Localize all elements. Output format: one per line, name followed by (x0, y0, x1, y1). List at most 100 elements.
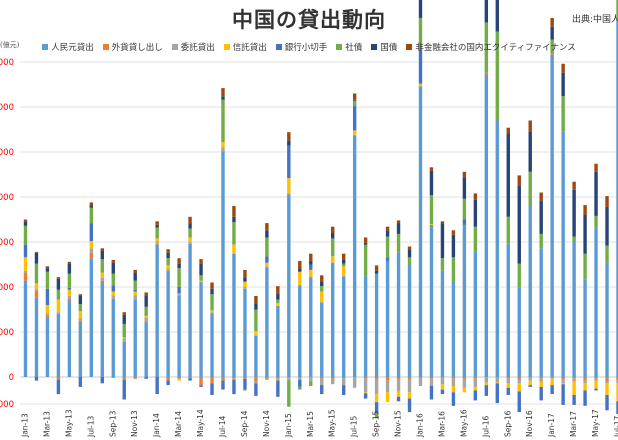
bar-segment (166, 265, 170, 269)
bar-segment (616, 377, 618, 381)
y-tick-label: 0 (9, 373, 14, 383)
bar-segment (429, 386, 434, 400)
bar-segment (254, 309, 258, 332)
bar-series (23, 0, 618, 419)
bar-segment (396, 223, 401, 234)
bar-segment (122, 314, 126, 324)
bar-segment (385, 226, 390, 231)
bar-segment (221, 151, 225, 377)
bar-segment (144, 377, 148, 379)
bar-segment (100, 280, 104, 283)
bar-segment (517, 175, 521, 186)
bar-segment (539, 200, 543, 234)
bar-segment (56, 277, 61, 279)
x-tick-label: May-17 (591, 409, 600, 437)
bar-segment (232, 216, 236, 223)
bar-segment (320, 378, 324, 386)
bar-segment (429, 224, 434, 225)
bar-segment (243, 378, 247, 390)
x-tick-label: Sep-16 (503, 410, 512, 437)
bar-segment (363, 237, 368, 243)
bar-segment (451, 392, 456, 406)
bar-segment (462, 387, 467, 393)
bar-segment (155, 227, 159, 239)
bar-segment (199, 280, 203, 282)
bar-segment (418, 17, 423, 50)
x-tick-label: May-16 (459, 409, 468, 437)
bar-segment (34, 263, 39, 284)
bar-segment (341, 260, 346, 264)
bar-segment (341, 377, 346, 378)
bar-segment (572, 189, 576, 237)
legend-swatch (102, 44, 109, 50)
bar-segment (67, 300, 72, 377)
bar-segment (605, 245, 609, 263)
legend-swatch (42, 44, 49, 50)
bar-segment (243, 281, 247, 287)
bar-segment (89, 241, 94, 249)
bar-segment (407, 264, 412, 377)
bar-segment (122, 341, 126, 377)
bar-segment (440, 221, 445, 224)
bar-segment (462, 379, 467, 388)
bar-segment (341, 263, 346, 267)
bar-segment (440, 384, 445, 390)
bar-segment (100, 282, 104, 377)
bar-segment (341, 253, 346, 260)
bar-segment (188, 243, 192, 377)
bar-segment (122, 379, 126, 400)
bar-segment (298, 377, 302, 380)
bar-segment (265, 377, 269, 380)
bar-segment (440, 270, 445, 377)
bar-segment (363, 244, 368, 277)
bar-segment (67, 273, 72, 288)
bar-segment (166, 270, 170, 377)
legend-item: 銀行小切手 (275, 41, 327, 53)
bar-segment (133, 289, 137, 292)
chart-title: 中国の貸出動向 (232, 8, 386, 32)
bar-segment (144, 321, 148, 377)
bar-segment (232, 222, 236, 245)
bar-segment (605, 196, 609, 207)
legend-label: 社債 (345, 43, 363, 53)
bar-segment (605, 381, 609, 384)
bar-segment (111, 273, 115, 286)
x-tick-label: Mar-14 (174, 411, 183, 437)
bar-segment (374, 402, 379, 413)
bar-segment (100, 251, 104, 260)
bar-segment (484, 385, 489, 396)
bar-segment (254, 296, 258, 304)
bar-segment (45, 317, 50, 377)
bar-segment (506, 378, 510, 384)
bar-segment (34, 297, 39, 377)
bar-segment (67, 296, 72, 299)
bar-segment (56, 377, 61, 380)
bar-segment (451, 230, 456, 235)
bar-segment (100, 278, 104, 281)
bar-segment (583, 390, 587, 406)
bar-segment (188, 223, 192, 229)
bar-segment (276, 286, 280, 294)
bar-segment (23, 257, 28, 271)
bar-segment (177, 378, 181, 381)
bar-segment (298, 386, 302, 390)
bar-segment (287, 140, 291, 146)
bar-segment (199, 275, 203, 281)
bar-segment (166, 252, 170, 259)
bar-segment (473, 251, 478, 377)
bar-segment (111, 285, 115, 292)
bar-segment (78, 294, 83, 296)
bar-segment (539, 248, 543, 377)
bar-segment (254, 331, 258, 336)
bar-segment (331, 254, 335, 256)
gridlines (20, 61, 618, 405)
bar-segment (34, 283, 39, 289)
bar-segment (144, 320, 148, 322)
bar-segment (276, 303, 280, 306)
bar-segment (539, 381, 543, 387)
x-tick-label: May-13 (64, 409, 73, 437)
bar-segment (166, 249, 170, 253)
bar-segment (528, 171, 532, 206)
